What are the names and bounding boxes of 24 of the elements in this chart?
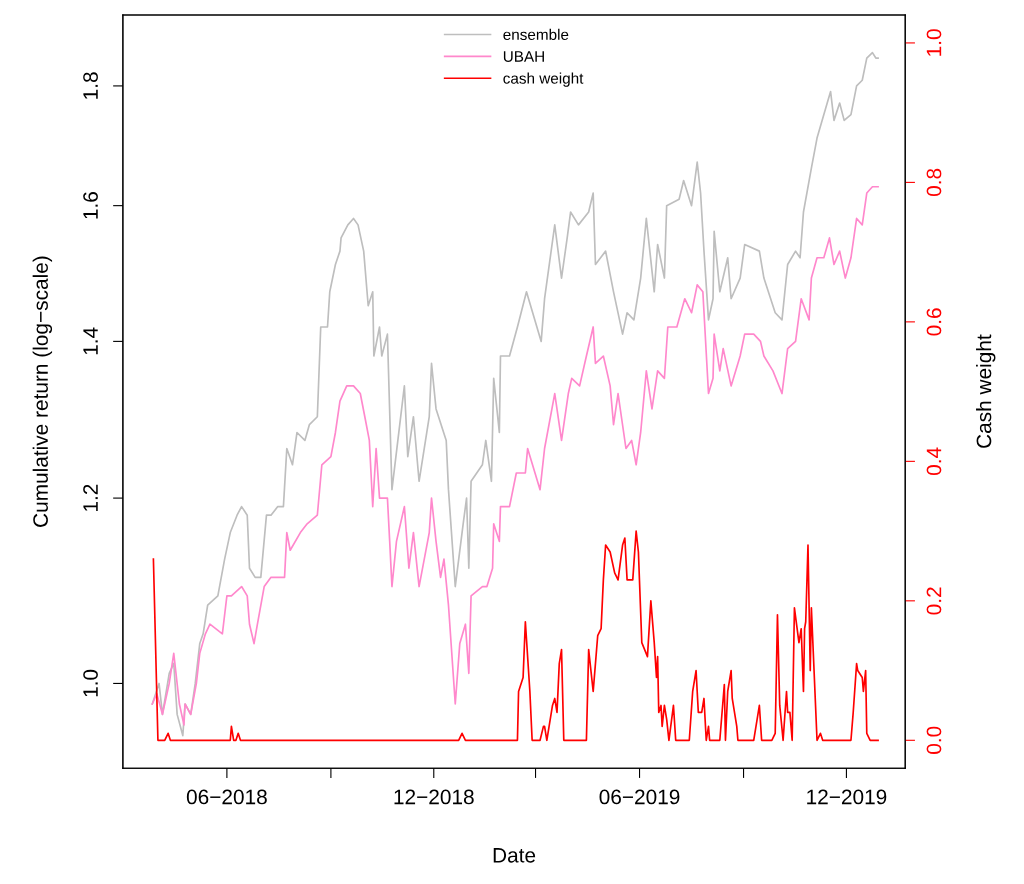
x-tick-label: 12−2018 — [394, 789, 474, 805]
y-tick-label: 1.2 — [83, 484, 98, 511]
line-series — [151, 51, 879, 737]
y-axis-title: Cumulative return (log−scale) — [32, 256, 53, 527]
legend-label: ensemble — [503, 28, 569, 40]
y-tick-label: 1.4 — [83, 327, 98, 355]
y2-tick-label: 0.6 — [926, 308, 942, 336]
y-tick-label: 1.8 — [83, 72, 98, 99]
line-series — [152, 530, 879, 742]
x-tick-label: 06−2018 — [186, 789, 267, 805]
x-tick-label: 12−2019 — [807, 789, 887, 805]
line-series — [151, 185, 879, 726]
legend-label: UBAH — [503, 51, 544, 62]
x-axis-title: Date — [493, 848, 536, 863]
y2-tick-label: 0.4 — [926, 447, 942, 476]
y2-tick-label: 1.0 — [926, 29, 942, 56]
y2-tick-label: 0.0 — [926, 726, 942, 754]
y2-tick-label: 0.2 — [926, 587, 942, 615]
y-tick-label: 1.0 — [83, 669, 98, 697]
y2-axis-title: Cash weight — [976, 334, 996, 448]
legend-label: cash weight — [503, 72, 584, 87]
y-tick-label: 1.6 — [83, 192, 98, 219]
y2-tick-label: 0.8 — [926, 168, 942, 197]
x-tick-label: 06−2019 — [599, 789, 680, 805]
